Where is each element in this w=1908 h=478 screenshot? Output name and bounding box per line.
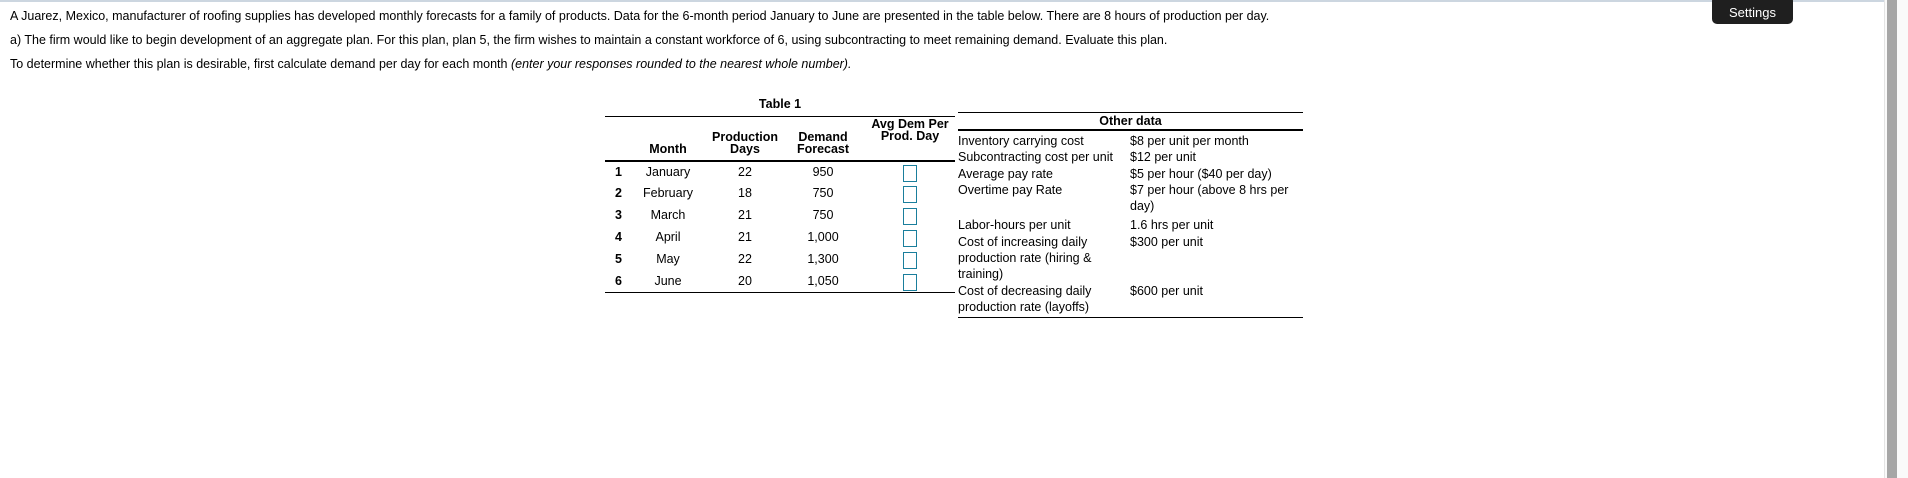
month-cell: May bbox=[656, 252, 680, 266]
cost-label: Cost of decreasing daily production rate… bbox=[958, 283, 1092, 314]
other-data-table: Other data Inventory carrying cost $8 pe… bbox=[958, 112, 1303, 319]
demand-forecast-cell: 1,050 bbox=[781, 270, 865, 293]
production-days-cell: 21 bbox=[738, 208, 752, 222]
avg-dem-cell bbox=[865, 205, 955, 227]
other-data-title: Other data bbox=[958, 112, 1303, 131]
demand-forecast-cell: 750 bbox=[812, 208, 834, 222]
other-data-row: Average pay rate $5 per hour ($40 per da… bbox=[958, 166, 1303, 182]
cost-value: $12 per unit bbox=[1130, 150, 1197, 165]
settings-button[interactable]: Settings bbox=[1712, 0, 1793, 24]
header-production-days: Production Days bbox=[709, 116, 781, 162]
scrollbar-thumb[interactable] bbox=[1887, 0, 1897, 478]
other-data-row: Cost of increasing daily production rate… bbox=[958, 234, 1303, 283]
cost-value: $300 per unit bbox=[1130, 234, 1203, 249]
row-number: 1 bbox=[615, 164, 622, 179]
avg-dem-cell bbox=[865, 270, 955, 293]
avg-dem-input-march[interactable] bbox=[903, 208, 917, 225]
cost-value: $8 per unit per month bbox=[1130, 134, 1249, 148]
other-data-row: Subcontracting cost per unit $12 per uni… bbox=[958, 149, 1303, 165]
cost-label: Labor-hours per unit bbox=[958, 218, 1071, 233]
table-row: 4 April 21 1,000 bbox=[605, 227, 955, 249]
table-row: 1 January 22 950 bbox=[605, 161, 955, 183]
cost-label: Overtime pay Rate bbox=[958, 182, 1063, 197]
other-data-row: Labor-hours per unit 1.6 hrs per unit bbox=[958, 217, 1303, 233]
cost-label: Average pay rate bbox=[958, 166, 1053, 181]
demand-forecast-cell: 950 bbox=[812, 164, 834, 179]
other-data-row: Cost of decreasing daily production rate… bbox=[958, 283, 1303, 316]
demand-forecast-cell: 1,300 bbox=[807, 252, 839, 266]
task-instruction-note: (enter your responses rounded to the nea… bbox=[510, 57, 852, 71]
production-days-cell: 20 bbox=[709, 270, 781, 293]
month-cell: June bbox=[627, 270, 709, 293]
row-number: 5 bbox=[615, 252, 622, 266]
table-row: 3 March 21 750 bbox=[605, 205, 955, 227]
table-row: 6 June 20 1,050 bbox=[605, 270, 955, 293]
row-number: 6 bbox=[605, 270, 627, 293]
avg-dem-cell bbox=[865, 227, 955, 249]
task-instruction: To determine whether this plan is desira… bbox=[10, 57, 851, 72]
avg-dem-input-february[interactable] bbox=[903, 186, 917, 203]
cost-label: Inventory carrying cost bbox=[958, 134, 1084, 148]
cost-value: $600 per unit bbox=[1130, 283, 1203, 298]
header-num bbox=[605, 116, 627, 162]
avg-dem-input-january[interactable] bbox=[903, 164, 917, 182]
avg-dem-cell bbox=[865, 249, 955, 271]
avg-dem-input-june[interactable] bbox=[903, 273, 917, 291]
month-cell: January bbox=[645, 164, 691, 179]
avg-dem-cell bbox=[865, 161, 955, 183]
header-avg-dem-per-prod-day: Avg Dem Per Prod. Day bbox=[865, 116, 955, 162]
top-edge-divider bbox=[0, 0, 1908, 2]
header-demand-forecast: Demand Forecast bbox=[781, 116, 865, 162]
task-instruction-text: To determine whether this plan is desira… bbox=[10, 57, 511, 71]
avg-dem-input-april[interactable] bbox=[903, 230, 917, 247]
other-data-row: Overtime pay Rate $7 per hour (above 8 h… bbox=[958, 182, 1303, 215]
problem-statement: A Juarez, Mexico, manufacturer of roofin… bbox=[10, 9, 1270, 23]
table-row: 2 February 18 750 bbox=[605, 183, 955, 205]
header-month: Month bbox=[627, 116, 709, 162]
table1: Table 1 Month Production Days Demand For… bbox=[605, 97, 955, 293]
row-number: 4 bbox=[615, 230, 622, 244]
table1-caption: Table 1 bbox=[758, 97, 802, 111]
avg-dem-cell bbox=[865, 183, 955, 205]
table1-header-row: Month Production Days Demand Forecast Av… bbox=[605, 116, 955, 162]
production-days-cell: 21 bbox=[738, 230, 752, 244]
demand-forecast-cell: 750 bbox=[812, 186, 834, 200]
other-data-row: Inventory carrying cost $8 per unit per … bbox=[958, 133, 1303, 149]
cost-value: $5 per hour ($40 per day) bbox=[1130, 166, 1272, 181]
cost-label: Cost of increasing daily production rate… bbox=[958, 234, 1092, 282]
month-cell: March bbox=[650, 208, 686, 222]
month-cell: February bbox=[642, 186, 694, 200]
cost-value: 1.6 hrs per unit bbox=[1130, 218, 1214, 233]
cost-label: Subcontracting cost per unit bbox=[958, 150, 1113, 165]
demand-forecast-cell: 1,000 bbox=[807, 230, 839, 244]
production-days-cell: 22 bbox=[738, 164, 752, 179]
row-number: 2 bbox=[615, 186, 622, 200]
production-days-cell: 18 bbox=[738, 186, 752, 200]
table-row: 5 May 22 1,300 bbox=[605, 249, 955, 271]
part-a-instruction: a) The firm would like to begin developm… bbox=[10, 33, 1168, 47]
row-number: 3 bbox=[615, 208, 622, 222]
avg-dem-input-may[interactable] bbox=[903, 252, 917, 269]
production-days-cell: 22 bbox=[738, 252, 752, 266]
cost-value: $7 per hour (above 8 hrs per day) bbox=[1130, 182, 1289, 214]
month-cell: April bbox=[655, 230, 681, 244]
